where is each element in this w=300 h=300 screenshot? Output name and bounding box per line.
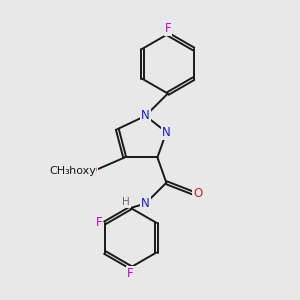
Text: N: N [141, 109, 150, 122]
Text: H: H [122, 197, 130, 207]
Text: O: O [193, 187, 202, 200]
Text: O: O [87, 164, 97, 177]
Text: methoxy: methoxy [47, 166, 96, 176]
Text: CH₃: CH₃ [49, 166, 70, 176]
Text: F: F [96, 216, 102, 229]
Text: F: F [128, 267, 134, 280]
Text: N: N [141, 197, 150, 210]
Text: F: F [164, 22, 171, 35]
Text: N: N [162, 126, 171, 139]
